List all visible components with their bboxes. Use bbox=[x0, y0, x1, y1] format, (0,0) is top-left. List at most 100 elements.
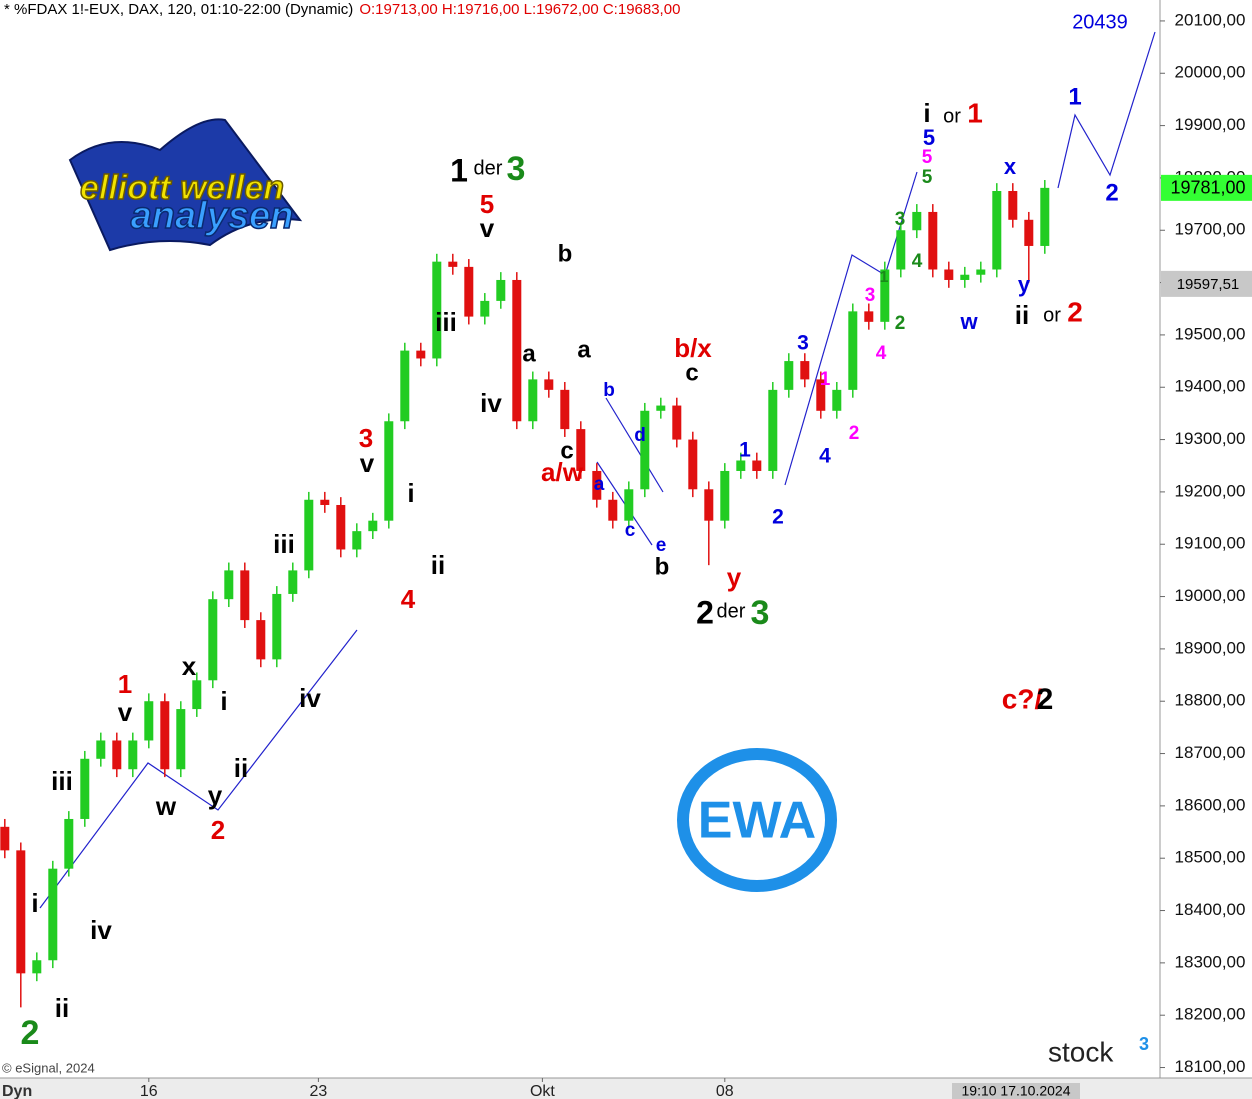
candle-body bbox=[880, 269, 890, 322]
wave-label: b bbox=[603, 380, 615, 401]
wave-label: 2 bbox=[21, 1014, 40, 1052]
wave-label: iii bbox=[435, 307, 457, 337]
y-tick-label: 19700,00 bbox=[1175, 220, 1246, 239]
candle-body bbox=[144, 701, 154, 741]
candle-body bbox=[160, 701, 170, 770]
wave-label: 4 bbox=[401, 584, 416, 614]
wave-label: 2 bbox=[1037, 683, 1054, 716]
wave-label: w bbox=[155, 791, 177, 821]
wave-label: der bbox=[717, 600, 746, 622]
candle-body bbox=[496, 279, 506, 301]
candle-body bbox=[560, 389, 570, 430]
y-tick-label: 18500,00 bbox=[1175, 848, 1246, 867]
wave-label: i bbox=[220, 686, 227, 716]
candle-body bbox=[640, 410, 650, 490]
candle-body bbox=[336, 504, 346, 550]
candle-body bbox=[64, 818, 74, 869]
wave-label: v bbox=[480, 213, 495, 243]
candle-body bbox=[752, 460, 762, 471]
badge-ring bbox=[677, 748, 837, 892]
wave-label: y bbox=[727, 562, 742, 592]
wave-label: c bbox=[560, 437, 573, 464]
wave-label: 1 bbox=[118, 669, 132, 699]
y-tick-label: 19100,00 bbox=[1175, 534, 1246, 553]
price-tag-label: 19781,00 bbox=[1170, 178, 1245, 198]
candle-body bbox=[224, 570, 234, 600]
candle-body bbox=[960, 274, 970, 280]
y-tick-label: 18400,00 bbox=[1175, 900, 1246, 919]
candle-body bbox=[800, 361, 810, 380]
wave-label: a bbox=[594, 474, 605, 495]
chart-subtitle: O:19713,00 H:19716,00 L:19672,00 C:19683… bbox=[359, 1, 680, 18]
wave-label: 5 bbox=[922, 147, 933, 168]
candle-body bbox=[544, 379, 554, 390]
wave-line bbox=[605, 397, 664, 493]
candle-body bbox=[1040, 187, 1050, 246]
logo-text: analysen bbox=[131, 195, 294, 237]
wave-label: 4 bbox=[819, 445, 831, 468]
wave-label: i bbox=[923, 98, 930, 128]
candle-body bbox=[48, 868, 58, 961]
candle-body bbox=[528, 379, 538, 422]
wave-label: 3 bbox=[359, 423, 373, 453]
y-tick-label: 19900,00 bbox=[1175, 115, 1246, 134]
wave-label: 20439 bbox=[1072, 11, 1128, 33]
candle-body bbox=[192, 680, 202, 710]
brand-name: stock bbox=[1048, 1036, 1114, 1067]
badge-text: EWA bbox=[698, 792, 816, 850]
price-tag bbox=[1161, 270, 1252, 297]
candle-body bbox=[704, 489, 714, 521]
wave-label: i bbox=[31, 888, 38, 918]
ewa-badge: EWA bbox=[677, 748, 837, 892]
wave-label: iii bbox=[273, 529, 295, 559]
wave-label: x bbox=[182, 651, 197, 681]
x-tick-label: Okt bbox=[530, 1083, 555, 1099]
wave-label: 1 bbox=[1068, 83, 1081, 110]
wave-label: 3 bbox=[865, 285, 876, 306]
y-tick-label: 18300,00 bbox=[1175, 952, 1246, 971]
price-tag-label: 19597,51 bbox=[1177, 276, 1240, 293]
wave-label: a/w bbox=[541, 457, 584, 487]
y-tick-label: 18600,00 bbox=[1175, 795, 1246, 814]
candle-body bbox=[656, 405, 666, 411]
wave-label: b bbox=[558, 240, 573, 267]
candle-body bbox=[272, 593, 282, 660]
wave-label: 1 bbox=[450, 152, 468, 188]
y-tick-label: 19300,00 bbox=[1175, 429, 1246, 448]
wave-label: 4 bbox=[876, 343, 887, 364]
wave-label: v bbox=[118, 697, 133, 727]
candle-body bbox=[96, 740, 106, 759]
y-tick-label: 18800,00 bbox=[1175, 691, 1246, 710]
wave-label: a bbox=[577, 336, 591, 363]
y-tick-label: 18900,00 bbox=[1175, 638, 1246, 657]
candles bbox=[0, 180, 1050, 1008]
candle-body bbox=[240, 570, 250, 621]
candle-body bbox=[832, 389, 842, 411]
candle-body bbox=[784, 361, 794, 390]
candle-body bbox=[1024, 219, 1034, 246]
wave-label: 3 bbox=[507, 150, 526, 188]
logo: elliott wellen analysen bbox=[68, 118, 303, 252]
wave-label: x bbox=[1004, 154, 1017, 179]
wave-label: w bbox=[959, 309, 978, 334]
candle-body bbox=[464, 266, 474, 317]
y-tick-label: 20000,00 bbox=[1175, 63, 1246, 82]
x-tick-label: 08 bbox=[716, 1083, 734, 1099]
wave-label: c?/ bbox=[1002, 683, 1043, 714]
candle-body bbox=[976, 269, 986, 275]
wave-label: 5 bbox=[922, 167, 933, 188]
candle-body bbox=[944, 269, 954, 280]
logo-flag bbox=[68, 118, 303, 252]
candle-body bbox=[304, 499, 314, 571]
candle-body bbox=[32, 960, 42, 974]
candle-body bbox=[592, 470, 602, 500]
wave-label: 3 bbox=[751, 594, 770, 632]
candle-body bbox=[848, 311, 858, 390]
y-tick-label: 19400,00 bbox=[1175, 377, 1246, 396]
wave-label: ii bbox=[55, 993, 69, 1023]
candle-body bbox=[624, 489, 634, 521]
copyright: © eSignal, 2024 bbox=[2, 1060, 95, 1075]
wave-label: d bbox=[634, 425, 646, 446]
candle-body bbox=[0, 826, 10, 851]
